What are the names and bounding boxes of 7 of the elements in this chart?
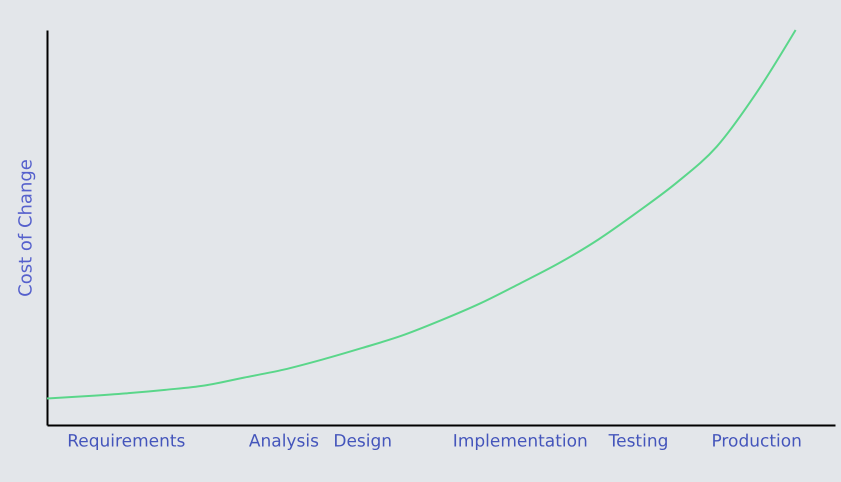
x-tick-label: Testing — [608, 432, 668, 452]
x-tick-label: Design — [333, 432, 392, 452]
x-tick-label: Production — [711, 432, 802, 452]
x-tick-label: Implementation — [452, 432, 588, 452]
y-axis-title: Cost of Change — [16, 159, 36, 297]
x-tick-label: Requirements — [67, 432, 186, 452]
x-tick-label: Analysis — [248, 432, 320, 452]
